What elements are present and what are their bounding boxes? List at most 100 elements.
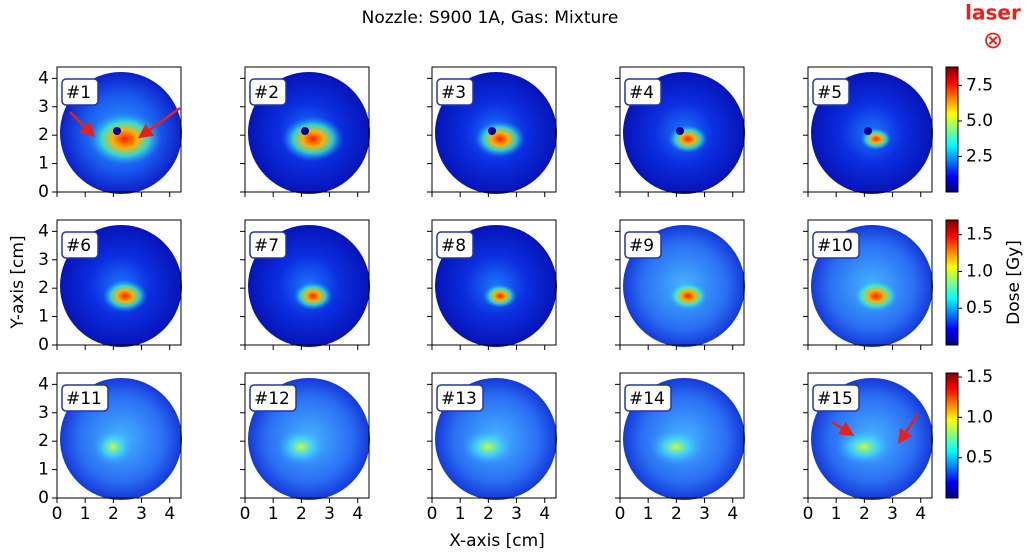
panel-label-box xyxy=(436,231,474,259)
panel-label: #8 xyxy=(441,236,466,256)
arrow xyxy=(69,111,96,138)
x-tick-label: 2 xyxy=(108,504,119,524)
panel-label: #12 xyxy=(254,389,290,409)
arrow xyxy=(137,106,181,139)
x-tick-label: 3 xyxy=(887,504,898,524)
y-tick-label: 0 xyxy=(38,182,49,202)
panel-label: #6 xyxy=(66,236,91,256)
y-tick-label: 1 xyxy=(38,460,49,480)
x-tick-label: 1 xyxy=(643,504,654,524)
laser-label: laser xyxy=(965,1,1021,25)
x-tick-label: 4 xyxy=(539,504,550,524)
panel-label: #10 xyxy=(817,236,853,256)
colorbar-tick-label: 1.0 xyxy=(966,261,993,281)
panel-label-box xyxy=(812,384,860,412)
panel-label-box xyxy=(436,384,484,412)
panel-frame xyxy=(619,219,745,346)
panel-label-box xyxy=(249,78,287,106)
panel: #12 0 1 2 3 4 xyxy=(240,372,370,524)
x-tick-label: 0 xyxy=(803,504,814,524)
y-tick-label: 4 xyxy=(38,374,49,394)
x-tick-label: 4 xyxy=(915,504,926,524)
colorbar-tick-label: 1.5 xyxy=(966,367,993,387)
x-tick-label: 0 xyxy=(240,504,251,524)
hot-spot xyxy=(293,282,333,310)
x-tick-label: 4 xyxy=(352,504,363,524)
dark-core xyxy=(864,127,872,135)
warm-spot xyxy=(462,429,514,465)
panel-label-box xyxy=(249,384,297,412)
colorbar xyxy=(945,66,959,193)
x-tick-label: 0 xyxy=(615,504,626,524)
hot-spot xyxy=(668,282,708,310)
panel-label: #15 xyxy=(817,389,853,409)
x-tick-label: 4 xyxy=(727,504,738,524)
panel: #3 xyxy=(427,66,557,197)
panel-label: #1 xyxy=(66,83,91,103)
y-tick-label: 1 xyxy=(38,154,49,174)
hot-spot xyxy=(282,117,344,161)
panel: #5 xyxy=(803,66,933,197)
warm-spot xyxy=(277,429,325,465)
panel-label: #14 xyxy=(629,389,665,409)
y-tick-label: 3 xyxy=(38,403,49,423)
x-axis-label: X-axis [cm] xyxy=(449,531,545,551)
panel-frame xyxy=(431,66,557,193)
y-tick-label: 3 xyxy=(38,250,49,270)
panel-label-box xyxy=(812,78,850,106)
warm-spot xyxy=(93,429,133,465)
x-tick-label: 1 xyxy=(455,504,466,524)
y-tick-label: 3 xyxy=(38,97,49,117)
x-tick-label: 2 xyxy=(296,504,307,524)
panel-label-box xyxy=(61,78,99,106)
x-tick-label: 2 xyxy=(671,504,682,524)
panel: #7 xyxy=(240,219,370,350)
panel-frame xyxy=(244,372,370,499)
y-tick-label: 0 xyxy=(38,488,49,508)
panel-label-box xyxy=(61,231,99,259)
x-tick-label: 3 xyxy=(136,504,147,524)
panel-frame xyxy=(619,66,745,193)
panel-frame xyxy=(56,219,182,346)
panel-label: #3 xyxy=(441,83,466,103)
dark-core xyxy=(301,127,309,135)
y-tick-label: 4 xyxy=(38,221,49,241)
colorbar-tick-label: 7.5 xyxy=(966,75,993,95)
colorbar-tick-label: 0.5 xyxy=(966,448,993,468)
panel-label-box xyxy=(624,384,672,412)
y-axis-label: Y-axis [cm] xyxy=(8,235,28,329)
arrow xyxy=(897,413,920,445)
panel: #8 xyxy=(427,219,557,350)
colorbar-tick-label: 1.0 xyxy=(966,407,993,427)
hot-spot xyxy=(474,121,526,157)
panel-label-box xyxy=(249,231,287,259)
panel-frame xyxy=(56,66,182,193)
panel-label-box xyxy=(624,231,662,259)
colorbar xyxy=(945,219,959,346)
x-tick-label: 1 xyxy=(268,504,279,524)
panel-label-box xyxy=(812,231,860,259)
panel-label: #9 xyxy=(629,236,654,256)
hot-spot xyxy=(102,280,148,312)
x-tick-label: 1 xyxy=(80,504,91,524)
x-tick-label: 1 xyxy=(831,504,842,524)
arrow xyxy=(831,420,855,436)
warm-spot xyxy=(836,429,892,465)
panel-label: #4 xyxy=(629,83,654,103)
x-tick-label: 2 xyxy=(859,504,870,524)
panel-frame xyxy=(807,66,933,193)
hot-spot xyxy=(853,280,899,312)
panel-label-box xyxy=(436,78,474,106)
panel-label-box xyxy=(61,384,109,412)
panel-frame xyxy=(619,372,745,499)
panel-label: #13 xyxy=(441,389,477,409)
x-tick-label: 3 xyxy=(324,504,335,524)
panel: #10 xyxy=(803,219,933,350)
x-tick-label: 0 xyxy=(427,504,438,524)
y-tick-label: 0 xyxy=(38,335,49,355)
panel-label: #11 xyxy=(66,389,102,409)
panel: #4 xyxy=(615,66,745,197)
title: Nozzle: S900 1A, Gas: Mixture xyxy=(362,8,619,28)
